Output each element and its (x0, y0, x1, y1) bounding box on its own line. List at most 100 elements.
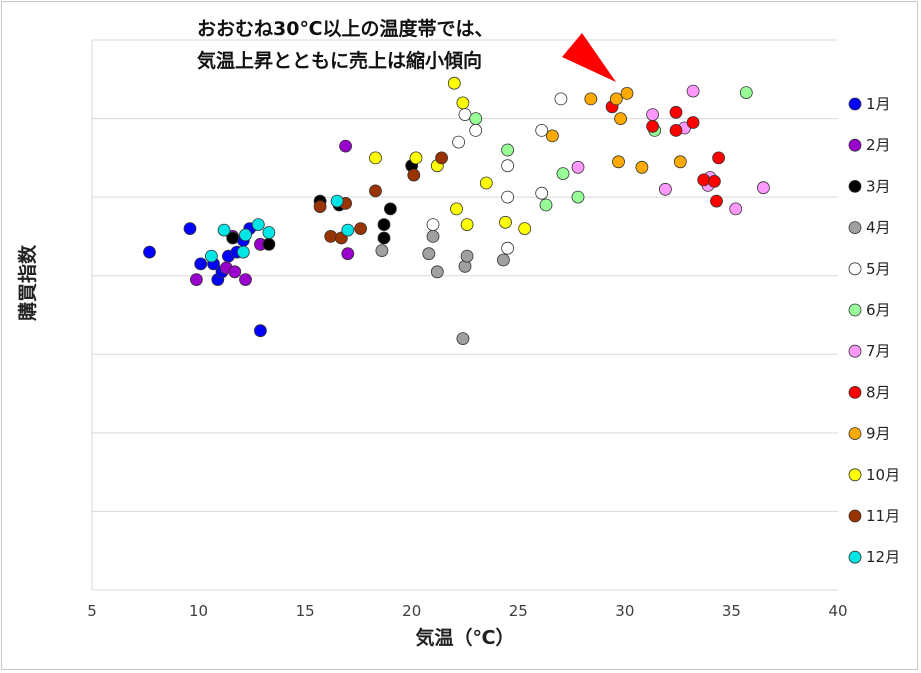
data-point (369, 151, 382, 165)
legend-marker (848, 221, 862, 235)
legend-label: 12月 (866, 548, 900, 566)
data-point (369, 184, 382, 198)
data-point (341, 247, 355, 261)
data-point (635, 160, 649, 174)
data-point (659, 182, 672, 196)
legend: 1月 2月 3月 4月 5月 6月 7月 8月 9月 10月 11月 12月 (848, 95, 900, 566)
legend-marker (848, 138, 862, 152)
data-point (253, 324, 267, 338)
legend-marker (848, 427, 862, 441)
data-point (324, 229, 338, 243)
data-point (435, 151, 449, 165)
data-point (757, 181, 770, 195)
legend-label: 2月 (866, 136, 891, 154)
data-point (458, 108, 472, 121)
data-point (407, 168, 421, 182)
data-point (571, 160, 585, 174)
data-point (686, 116, 700, 129)
data-point (620, 87, 634, 100)
data-point (697, 173, 711, 187)
legend-label: 5月 (866, 260, 891, 278)
legend-label: 6月 (866, 301, 891, 319)
x-tick-labels: 5 10 15 20 25 30 35 40 (87, 602, 847, 620)
annotation-arrow (562, 33, 616, 82)
x-tick-label: 10 (189, 602, 208, 620)
data-point (499, 215, 512, 229)
data-point (571, 190, 585, 204)
data-point (673, 155, 687, 169)
data-point (646, 120, 659, 133)
legend-label: 3月 (866, 177, 891, 195)
legend-label: 9月 (866, 425, 891, 443)
data-point (239, 228, 252, 242)
y-axis-title: 購買指数 (16, 244, 39, 321)
data-point (614, 112, 627, 125)
data-point (426, 218, 440, 232)
legend-marker (848, 97, 862, 111)
x-tick-label: 40 (828, 602, 847, 620)
data-point (609, 92, 623, 106)
data-point (669, 105, 683, 119)
legend-marker (848, 468, 862, 482)
data-point (339, 139, 353, 153)
data-point (377, 231, 391, 245)
data-point (383, 202, 397, 216)
data-point (143, 245, 156, 259)
data-point (469, 112, 483, 125)
legend-marker (848, 262, 862, 276)
data-point (669, 123, 683, 137)
data-point (501, 241, 515, 255)
annotation-line-2: 気温上昇とともに売上は縮小傾向 (197, 49, 482, 72)
data-point (194, 257, 208, 271)
data-point (554, 92, 568, 106)
data-point (556, 167, 570, 181)
data-point (739, 86, 753, 99)
data-point (189, 273, 203, 287)
data-point (584, 92, 598, 106)
data-point (375, 244, 389, 258)
data-point (377, 218, 391, 232)
data-point (452, 135, 466, 149)
data-point (460, 218, 474, 232)
x-tick-label: 15 (296, 602, 315, 620)
gridlines (91, 39, 838, 591)
data-point (217, 223, 231, 237)
x-tick-label: 5 (87, 602, 97, 620)
data-point (262, 226, 276, 239)
legend-label: 8月 (866, 383, 891, 401)
legend-marker (848, 550, 862, 564)
data-point (430, 265, 444, 279)
data-point (354, 222, 368, 236)
legend-label: 4月 (866, 219, 891, 237)
data-point (708, 174, 721, 188)
x-tick-label: 20 (402, 602, 421, 620)
data-point (460, 249, 474, 263)
data-point (646, 108, 659, 121)
data-point (456, 96, 470, 110)
data-point (501, 190, 515, 204)
data-point (479, 176, 493, 190)
data-point (183, 222, 197, 236)
data-point (535, 123, 549, 137)
data-point (546, 129, 559, 143)
data-point (612, 155, 625, 169)
legend-label: 11月 (866, 507, 900, 525)
data-point (710, 194, 723, 208)
data-point (426, 229, 440, 243)
legend-marker (848, 303, 862, 317)
x-tick-label: 35 (722, 602, 741, 620)
data-point (262, 237, 276, 251)
data-point (469, 123, 483, 137)
data-point (204, 249, 218, 263)
data-point (501, 143, 515, 157)
data-point (422, 247, 436, 261)
data-point (496, 253, 510, 267)
data-point (447, 76, 461, 90)
data-point (409, 151, 423, 165)
legend-marker (848, 344, 862, 358)
data-point (450, 202, 463, 216)
legend-label: 1月 (866, 95, 891, 113)
data-point (251, 218, 265, 232)
